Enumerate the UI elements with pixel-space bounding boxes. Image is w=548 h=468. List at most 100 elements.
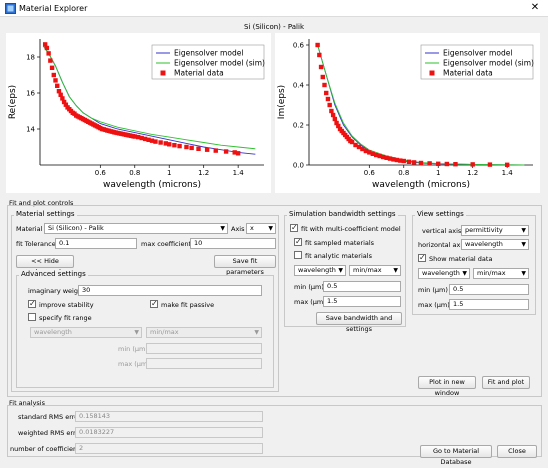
data-point	[367, 150, 372, 155]
view-unit-value: wavelength	[422, 269, 460, 277]
data-point	[142, 136, 148, 142]
x-tick-label: 1	[436, 169, 440, 177]
close-button[interactable]: Close	[497, 445, 537, 458]
data-point	[42, 42, 48, 47]
data-point	[330, 112, 336, 118]
max-coefficients-input[interactable]: 10	[190, 238, 276, 249]
weighted-rms-value: 0.0183227	[75, 427, 263, 438]
make-fit-passive-label: make fit passive	[161, 301, 215, 309]
view-mode-value: min/max	[477, 269, 506, 277]
fit-range-min-label: min (µm)	[118, 345, 148, 353]
data-point	[384, 155, 389, 160]
y-tick-label: 0.2	[293, 122, 304, 130]
std-rms-value: 0.158143	[75, 411, 263, 422]
legend-swatch	[429, 70, 435, 76]
fit-analytic-label: fit analytic materials	[305, 252, 372, 260]
imaginary-weight-label: imaginary weight	[28, 287, 85, 295]
sim-mode-select[interactable]: min/max ▼	[349, 265, 401, 276]
legend-entry: Material data	[174, 69, 224, 78]
fit-tolerance-input[interactable]: 0.1	[55, 238, 137, 249]
data-point	[136, 134, 141, 140]
chevron-down-icon: ▼	[134, 329, 139, 336]
max-coefficients-label: max coefficients	[141, 240, 195, 248]
improve-stability-label: improve stability	[39, 301, 94, 309]
improve-stability-checkbox[interactable]	[28, 299, 36, 308]
material-settings-group	[11, 215, 279, 392]
save-bandwidth-button[interactable]: Save bandwidth and settings	[316, 312, 402, 333]
data-point	[167, 142, 172, 147]
view-settings-title: View settings	[415, 210, 466, 218]
data-point	[63, 102, 69, 107]
fit-tolerance-label: fit Tolerance	[16, 240, 56, 248]
legend-box	[151, 44, 265, 80]
data-point	[349, 139, 355, 145]
im-eps-plot-panel: 0.6 0.8 1 1.2 1.4 0.0 0.2 0.4 0.6 wavelength (mic…	[275, 33, 540, 193]
fit-and-plot-button[interactable]: Fit and plot	[482, 376, 530, 389]
legend-entry: Eigensolver model	[174, 49, 243, 58]
data-point	[60, 96, 65, 101]
data-point	[53, 78, 58, 83]
view-mode-select[interactable]: min/max ▼	[473, 268, 529, 279]
hide-advanced-button[interactable]: << Hide advanced	[16, 255, 74, 276]
view-min-label: min (µm)	[418, 286, 448, 294]
data-point	[387, 156, 393, 161]
sim-max-input[interactable]: 1.5	[323, 296, 401, 307]
material-settings-title: Material settings	[14, 210, 77, 218]
imaginary-weight-input[interactable]: 30	[78, 285, 262, 296]
data-point	[427, 161, 432, 166]
data-point	[56, 89, 62, 94]
data-point	[370, 151, 375, 156]
sim-unit-select[interactable]: wavelength ▼	[294, 265, 346, 276]
multi-coefficient-checkbox[interactable]	[290, 223, 298, 232]
weighted-rms-label: weighted RMS error	[18, 429, 83, 437]
data-point	[324, 90, 329, 96]
vertical-axis-select[interactable]: permittivity ▼	[461, 225, 529, 236]
re-eps-chart: 0.6 0.8 1 1.2 1.4 14 16 18 wavelength (microns) R…	[8, 39, 265, 190]
legend-entry: Eigensolver model (sim)	[443, 59, 534, 68]
title-bar	[0, 0, 548, 17]
legend-swatch	[160, 70, 166, 76]
view-max-input[interactable]: 1.5	[449, 299, 529, 310]
x-axis-label: wavelength (microns)	[372, 180, 470, 190]
data-point	[132, 134, 137, 139]
app-icon	[5, 3, 16, 14]
go-to-material-database-button[interactable]: Go to Material Database	[420, 445, 492, 466]
data-point	[153, 139, 158, 144]
data-point	[329, 108, 334, 114]
y-tick-label: 0.4	[293, 82, 305, 90]
y-axis-label: Re(eps)	[8, 85, 18, 119]
y-axis-label: Im(eps)	[277, 85, 287, 119]
fit-range-max-label: max (µm)	[118, 360, 150, 368]
material-select[interactable]: Si (Silicon) - Palik ▼	[44, 223, 228, 234]
show-material-data-checkbox[interactable]	[418, 253, 426, 262]
view-unit-select[interactable]: wavelength ▼	[418, 268, 470, 279]
data-point	[401, 158, 406, 164]
axis-select[interactable]: x ▼	[246, 223, 276, 234]
data-point	[398, 158, 403, 163]
specify-fit-range-checkbox[interactable]	[28, 313, 36, 321]
chevron-down-icon: ▼	[393, 267, 398, 274]
data-point	[406, 159, 412, 164]
chevron-down-icon: ▼	[521, 227, 526, 234]
fit-sampled-checkbox[interactable]	[294, 237, 302, 246]
data-point	[149, 138, 155, 143]
legend-entry: Eigensolver model (sim)	[174, 59, 265, 68]
data-point	[204, 147, 210, 152]
sim-min-input[interactable]: 0.5	[323, 281, 401, 292]
axis-select-value: x	[250, 224, 254, 232]
data-point	[48, 58, 53, 63]
x-axis-label: wavelength (microns)	[103, 180, 201, 190]
data-point	[336, 123, 341, 129]
view-min-input[interactable]: 0.5	[449, 284, 529, 295]
y-tick-label: 0.6	[293, 42, 305, 50]
data-point	[235, 151, 241, 156]
fit-analytic-checkbox[interactable]	[294, 251, 302, 259]
data-point	[453, 162, 458, 167]
y-tick-label: 18	[26, 54, 35, 62]
make-fit-passive-checkbox[interactable]	[150, 299, 158, 308]
save-fit-parameters-button[interactable]: Save fit parameters	[214, 255, 276, 276]
x-tick-label: 1	[167, 169, 171, 177]
plot-new-window-button[interactable]: Plot in new window	[418, 376, 476, 397]
horizontal-axis-select[interactable]: wavelength ▼	[461, 239, 529, 250]
close-icon[interactable]: ✕	[530, 2, 540, 13]
